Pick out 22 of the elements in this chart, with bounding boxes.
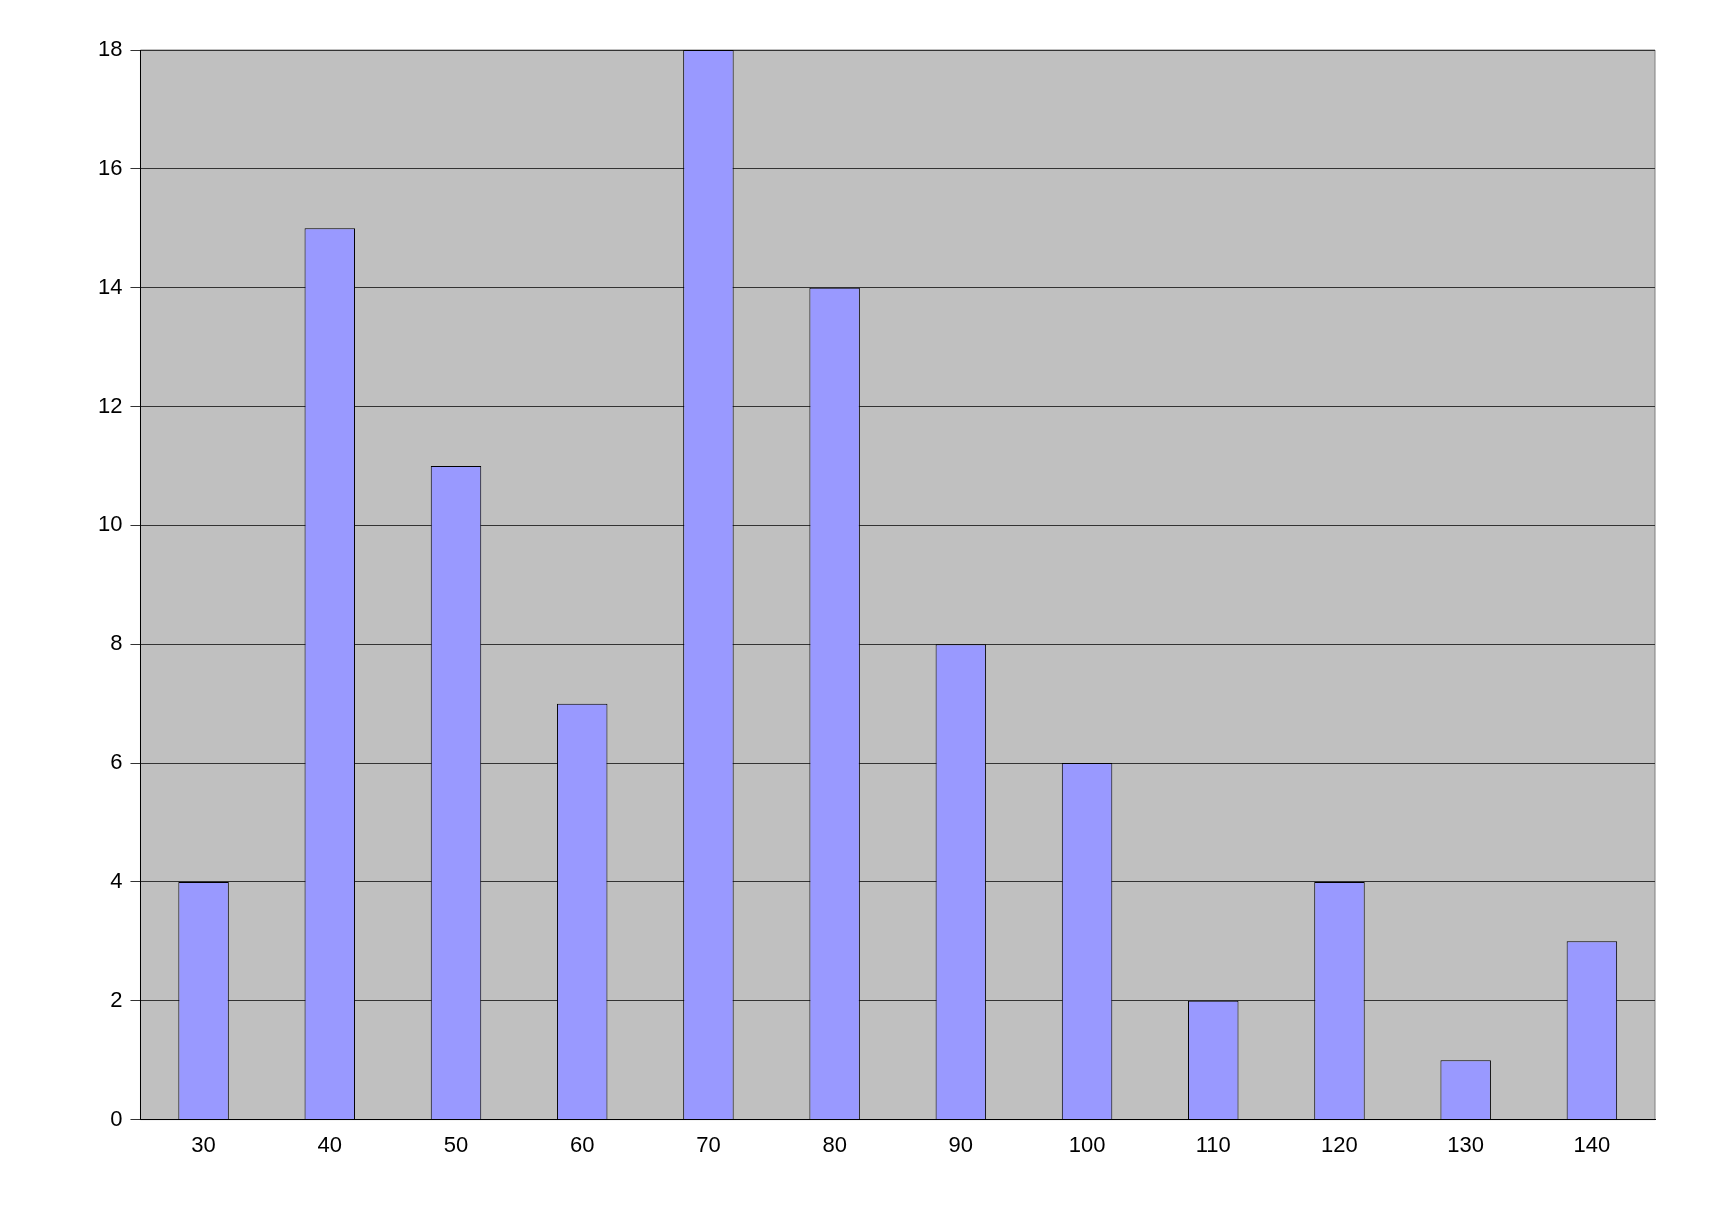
x-tick-label: 80 — [822, 1131, 847, 1157]
y-tick-label: 18 — [97, 36, 123, 62]
x-tick-label: 50 — [443, 1131, 469, 1157]
x-tick-label: 140 — [1573, 1131, 1611, 1157]
y-tick-label: 10 — [97, 511, 123, 537]
y-tick-label: 12 — [97, 392, 123, 418]
x-tick-label: 110 — [1195, 1131, 1231, 1157]
x-tick-label: 130 — [1447, 1131, 1485, 1157]
y-tick-label: 4 — [110, 867, 123, 893]
x-tick-label: 40 — [317, 1131, 343, 1157]
y-tick-label: 2 — [110, 986, 123, 1012]
x-tick-label: 100 — [1068, 1131, 1106, 1157]
y-tick-label: 14 — [97, 273, 123, 299]
x-tick-label: 60 — [569, 1131, 595, 1157]
x-tick-label: 90 — [948, 1131, 974, 1157]
y-tick-label: 16 — [97, 154, 123, 180]
y-tick-label: 0 — [110, 1105, 123, 1131]
x-tick-label: 30 — [191, 1131, 216, 1157]
y-tick-label: 6 — [110, 749, 123, 775]
y-tick-label: 8 — [110, 630, 123, 656]
x-tick-label: 70 — [696, 1131, 721, 1157]
x-tick-label: 120 — [1321, 1131, 1358, 1157]
